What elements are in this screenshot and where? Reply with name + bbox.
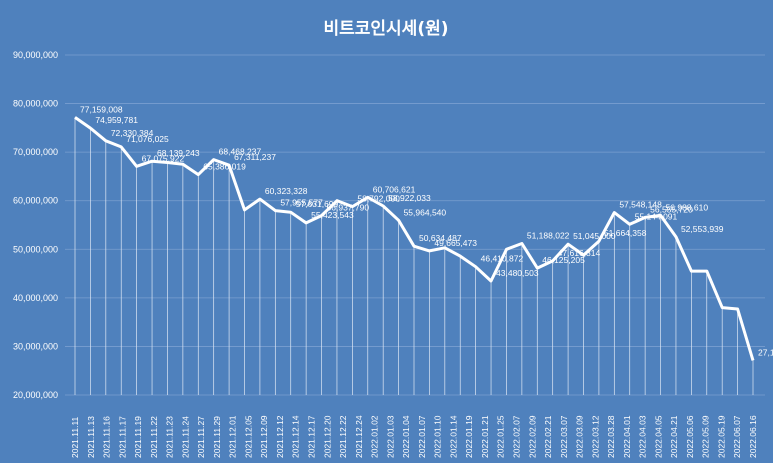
x-tick-label: 2022.03.28 [606,415,616,458]
data-label: 60,323,328 [265,186,308,196]
data-label: 68,139,243 [157,148,200,158]
data-label: 57,631,699 [296,199,339,209]
data-label: 72,330,384 [111,128,154,138]
x-tick-label: 2022.02.07 [511,415,521,458]
x-tick-label: 2022.03.12 [590,415,600,458]
data-label: 57,955,577 [280,198,323,208]
y-axis-ticks: 20,000,000 30,000,000 40,000,000 50,000,000… [13,50,58,400]
data-label: 46,410,872 [481,254,524,264]
data-label: 55,964,540 [404,207,447,217]
x-tick-label: 2022.01.19 [464,415,474,458]
data-label: 55,423,543 [311,210,354,220]
x-tick-label: 2021.12.12 [275,415,285,458]
x-tick-label: 2021.12.22 [338,415,348,458]
x-tick-label: 2021.12.09 [259,415,269,458]
series-line [74,116,755,361]
data-label: 27,128,380 [758,347,773,357]
data-label: 77,159,008 [80,104,123,114]
gridlines [65,54,765,396]
data-label: 51,045,000 [573,231,616,241]
y-tick-label: 50,000,000 [13,244,58,254]
data-label: 67,311,237 [234,152,276,162]
x-tick-label: 2022.01.10 [433,415,443,458]
x-tick-label: 2021.11.24 [180,416,190,458]
data-label: 56,555,720 [650,204,693,214]
data-label: 58,922,033 [388,193,431,203]
data-label: 60,706,621 [373,184,416,194]
data-label: 65,386,019 [203,162,246,172]
data-label: 50,634,487 [419,233,462,243]
x-tick-label: 2021.11.27 [196,416,206,458]
data-label: 57,548,148 [619,200,662,210]
x-tick-label: 2022.05.09 [701,415,711,458]
x-tick-label: 2022.01.21 [480,415,490,458]
x-tick-label: 2022.05.19 [716,415,726,458]
y-tick-label: 80,000,000 [13,99,58,109]
data-label: 55,144,091 [635,211,678,221]
data-label: 68,468,237 [219,147,262,157]
y-tick-label: 30,000,000 [13,341,58,351]
x-axis-ticks: 2021.11.11 2021.11.13 2021.11.16 2021.11.17… [70,415,758,458]
x-tick-label: 2021.12.01 [228,415,238,458]
x-tick-label: 2021.12.14 [291,415,301,458]
data-label: 51,188,022 [527,231,570,241]
x-tick-label: 2022.03.09 [575,415,585,458]
x-tick-label: 2022.01.07 [417,415,427,458]
data-label: 43,480,503 [496,268,539,278]
x-tick-label: 2021.11.11 [70,416,80,458]
x-tick-label: 2022.04.21 [669,415,679,458]
x-tick-label: 2022.01.04 [401,415,411,458]
data-label: 51,664,358 [604,228,647,238]
y-tick-label: 20,000,000 [13,390,58,400]
x-tick-label: 2022.04.01 [622,415,632,458]
y-tick-label: 60,000,000 [13,196,58,206]
x-tick-label: 2022.01.02 [370,415,380,458]
data-label: 56,937,790 [327,203,370,213]
x-tick-label: 2022.06.16 [748,415,758,458]
data-label: 56,988,610 [666,202,709,212]
x-tick-label: 2022.03.07 [559,415,569,458]
x-tick-label: 2021.11.23 [165,416,175,458]
y-tick-label: 70,000,000 [13,147,58,157]
x-tick-label: 2021.12.24 [354,415,364,458]
x-tick-label: 2021.11.29 [212,416,222,458]
y-tick-label: 40,000,000 [13,293,58,303]
x-tick-label: 2022.05.06 [685,415,695,458]
data-label: 46,125,205 [542,255,585,265]
x-tick-label: 2021.11.22 [149,416,159,458]
x-tick-label: 2022.04.03 [638,415,648,458]
y-tick-label: 90,000,000 [13,50,58,60]
data-label: 52,553,939 [681,224,724,234]
drop-lines [74,117,754,395]
x-tick-label: 2022.01.25 [496,415,506,458]
x-tick-label: 2021.11.19 [133,416,143,458]
series-layer [74,116,755,361]
x-tick-label: 2021.11.17 [117,416,127,458]
data-label: 74,959,781 [95,115,138,125]
data-label: 67,075,922 [142,153,185,163]
x-tick-label: 2022.06.07 [732,415,742,458]
x-tick-label: 2022.01.14 [448,415,458,458]
x-tick-label: 2022.02.09 [527,415,537,458]
data-label: 71,076,025 [126,134,169,144]
data-label: 49,665,473 [434,238,477,248]
x-tick-label: 2022.04.05 [653,415,663,458]
x-tick-label: 2021.12.05 [243,415,253,458]
x-tick-label: 2021.11.16 [102,416,112,458]
chart-title: 비트코인시세(원) [323,19,448,39]
x-tick-label: 2021.12.20 [322,415,332,458]
data-label: 58,792,000 [357,194,400,204]
data-label: 47,616,814 [558,248,601,258]
x-tick-label: 2021.12.17 [307,415,317,458]
x-tick-label: 2022.02.21 [543,415,553,458]
x-tick-label: 2021.11.13 [86,416,96,458]
x-tick-label: 2022.01.03 [385,415,395,458]
